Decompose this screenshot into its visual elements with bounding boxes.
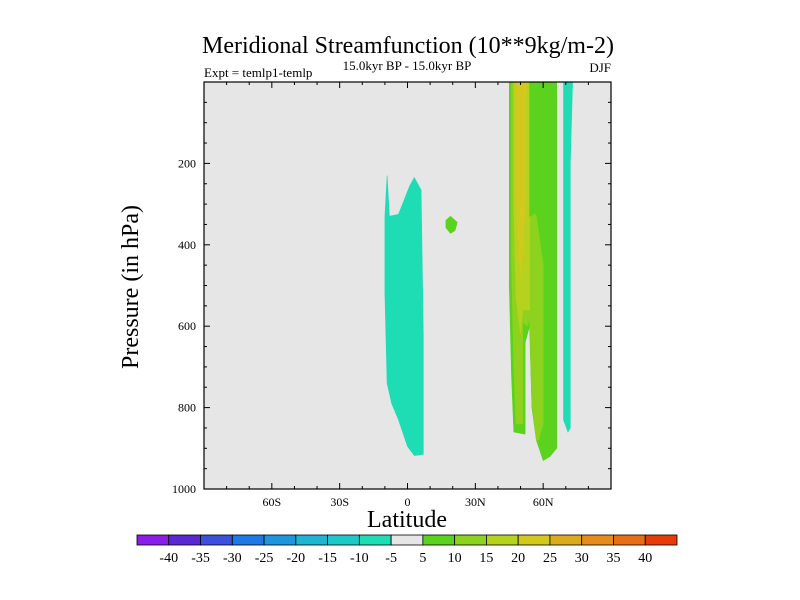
colorbar-label: -35 (191, 551, 210, 566)
contour-region-pos-small-blob (445, 215, 458, 234)
colorbar-swatch (327, 534, 360, 546)
y-tick-label: 400 (178, 238, 196, 252)
colorbar-swatch (517, 534, 551, 546)
colorbar-label: 15 (479, 551, 493, 566)
colorbar-label: 25 (543, 551, 557, 566)
colorbar-label: -40 (159, 551, 178, 566)
colorbar-label: -20 (286, 551, 305, 566)
colorbar-swatch (390, 534, 424, 546)
colorbar-swatch (581, 534, 614, 546)
y-axis-ticks: 200 400 600 800 1000 (172, 101, 611, 496)
colorbar-swatch (613, 534, 646, 546)
colorbar-swatch (486, 534, 519, 546)
colorbar-label: -30 (223, 551, 242, 566)
colorbar-labels: -40 -35 -30 -25 -20 -15 -10 -5 5 10 15 20 25 30 35 40 (159, 551, 652, 566)
x-tick-label: 30N (465, 495, 486, 509)
y-tick-label: 1000 (172, 482, 196, 496)
colorbar-label: -10 (350, 551, 369, 566)
colorbar-swatch (263, 534, 297, 546)
y-tick-label: 200 (178, 156, 196, 170)
colorbar-label: 10 (448, 551, 462, 566)
contour-region-neg-highlat-cell (563, 81, 573, 433)
colorbar-swatch (136, 534, 170, 546)
colorbar-swatch (231, 534, 265, 546)
colorbar-label: -25 (255, 551, 274, 566)
x-axis-label: Latitude (367, 507, 447, 533)
contour-regions (384, 81, 573, 461)
colorbar-swatch (295, 534, 328, 546)
x-tick-label: 60S (262, 495, 281, 509)
colorbar-label: 20 (511, 551, 525, 566)
x-tick-label: 0 (405, 495, 411, 509)
colorbar-swatch (644, 534, 678, 546)
colorbar-swatch (200, 534, 233, 546)
y-tick-label: 600 (178, 319, 196, 333)
contour-region-pos-midlat-core (529, 81, 537, 217)
chart-subtitle: 15.0kyr BP - 15.0kyr BP (343, 58, 472, 73)
colorbar-label: 5 (419, 551, 426, 566)
contour-region-neg-equatorial-cell (384, 175, 424, 456)
colorbar-swatch (358, 534, 392, 546)
chart-title: Meridional Streamfunction (10**9kg/m-2) (202, 33, 614, 59)
colorbar-swatch (422, 534, 456, 546)
colorbar-swatch (454, 534, 487, 546)
colorbar-swatch (168, 534, 201, 546)
y-tick-label: 800 (178, 401, 196, 415)
season-label: DJF (589, 60, 611, 75)
x-tick-label: 60N (533, 495, 554, 509)
colorbar-label: -5 (385, 551, 397, 566)
colorbar (136, 534, 678, 546)
colorbar-label: -15 (318, 551, 337, 566)
y-axis-label: Pressure (in hPa) (118, 205, 144, 369)
contour-region-pos-midlat-cell-20 (515, 81, 528, 278)
x-axis-ticks: 60S 30S 0 30N 60N (226, 82, 589, 509)
colorbar-label: 35 (606, 551, 620, 566)
colorbar-label: 40 (638, 551, 652, 566)
experiment-label: Expt = temlp1-temlp (204, 65, 312, 80)
x-tick-label: 30S (330, 495, 349, 509)
colorbar-label: 30 (575, 551, 589, 566)
colorbar-swatch (549, 534, 583, 546)
